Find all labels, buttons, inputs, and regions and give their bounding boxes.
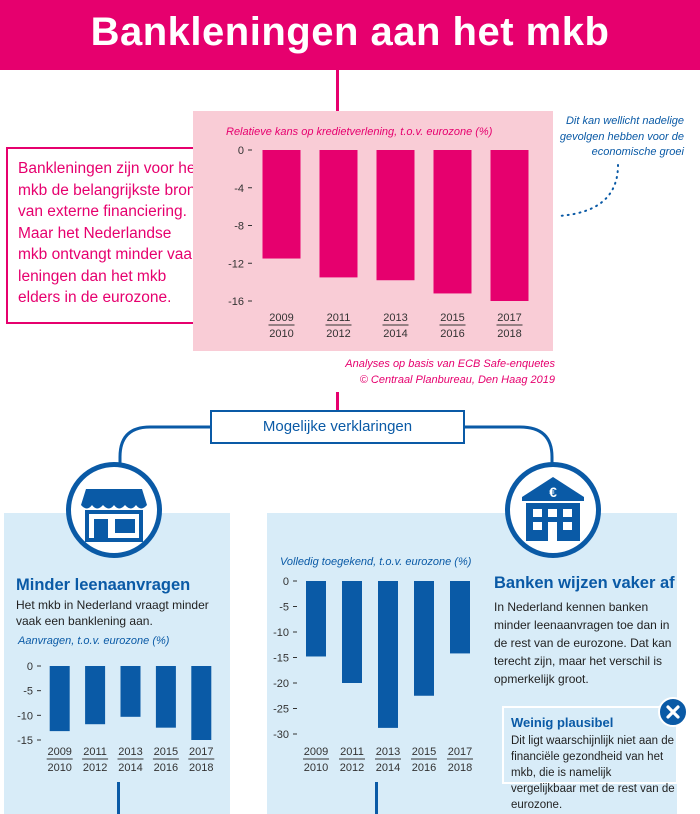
connector-line — [375, 782, 378, 814]
y-tick-label: -30 — [273, 729, 289, 741]
x-tick-label: 2010 — [269, 328, 293, 340]
x-tick-label: 2013 — [118, 746, 142, 758]
x-tick-label: 2017 — [189, 746, 213, 758]
x-tick-label: 2009 — [269, 312, 293, 324]
close-icon — [666, 705, 680, 719]
x-tick-label: 2011 — [340, 746, 364, 758]
x-tick-label: 2016 — [154, 762, 178, 774]
x-tick-label: 2018 — [497, 328, 521, 340]
right-chart: 0 -5 -10 -15 -20 -25 -30 2009 2010 2011 2012 2013 20… — [273, 576, 473, 774]
note-text: Dit ligt waarschijnlijk niet aan de fina… — [511, 735, 675, 811]
bar — [342, 581, 362, 683]
x-tick-label: 2018 — [189, 762, 213, 774]
shop-icon — [66, 462, 162, 558]
x-tick-label: 2017 — [448, 746, 472, 758]
y-tick-label: -10 — [17, 710, 33, 722]
bar — [490, 150, 529, 301]
y-tick-label: 0 — [27, 661, 33, 673]
x-tick-label: 2014 — [118, 762, 142, 774]
bar — [376, 150, 415, 281]
x-tick-label: 2015 — [412, 746, 436, 758]
bar — [433, 150, 472, 294]
right-text: In Nederland kennen banken minder leenaa… — [494, 600, 672, 686]
left-panel — [4, 513, 230, 814]
source-line-1: Analyses op basis van ECB Safe-enquetes — [345, 358, 555, 370]
intro-text: Bankleningen zijn voor het mkb de belang… — [18, 160, 200, 306]
close-button[interactable] — [658, 697, 688, 727]
title-bar — [0, 0, 700, 70]
y-tick-label: -5 — [23, 686, 33, 698]
y-tick-label: -15 — [17, 735, 33, 747]
bar — [191, 666, 212, 740]
source-note: Analyses op basis van ECB Safe-enquetes … — [300, 356, 555, 388]
bar — [85, 666, 106, 725]
top-chart: 0 -4 -8 -12 -16 2009 2010 2011 2012 2013 2014 2015 2… — [228, 145, 529, 340]
bar — [306, 581, 326, 657]
explanations-box: Mogelijke verklaringen — [210, 410, 465, 444]
left-chart-title: Aanvragen, t.o.v. eurozone (%) — [18, 635, 170, 647]
x-tick-label: 2011 — [327, 312, 351, 324]
y-tick-label: 0 — [283, 576, 289, 588]
bank-euro-icon: € — [505, 462, 601, 558]
y-tick-label: -12 — [228, 258, 244, 270]
x-tick-label: 2015 — [440, 312, 464, 324]
x-tick-label: 2010 — [304, 762, 328, 774]
note-box — [502, 706, 678, 784]
bar — [414, 581, 434, 696]
x-tick-label: 2012 — [83, 762, 107, 774]
source-line-2: © Centraal Planbureau, Den Haag 2019 — [359, 374, 555, 386]
bar — [120, 666, 141, 717]
x-tick-label: 2018 — [448, 762, 472, 774]
bar — [155, 666, 176, 728]
side-note: Dit kan wellicht nadelige gevolgen hebbe… — [559, 115, 684, 158]
svg-text:€: € — [549, 484, 557, 500]
x-tick-label: 2016 — [440, 328, 464, 340]
bar — [450, 581, 470, 654]
bar — [49, 666, 70, 732]
x-tick-label: 2013 — [376, 746, 400, 758]
left-chart: 0 -5 -10 -15 2009 2010 2011 2012 2013 2014 2015 201… — [17, 661, 215, 774]
x-tick-label: 2014 — [376, 762, 400, 774]
x-tick-label: 2010 — [47, 762, 71, 774]
x-tick-label: 2012 — [340, 762, 364, 774]
connector-line — [336, 70, 339, 112]
bar — [319, 150, 358, 278]
y-tick-label: -15 — [273, 653, 289, 665]
page-title: Bankleningen aan het mkb — [90, 10, 610, 54]
x-tick-label: 2013 — [383, 312, 407, 324]
x-tick-label: 2016 — [412, 762, 436, 774]
note-heading: Weinig plausibel — [511, 715, 614, 730]
intro-box: Bankleningen zijn voor het mkb de belang… — [6, 147, 216, 324]
y-tick-label: -20 — [273, 678, 289, 690]
left-text: Het mkb in Nederland vraagt minder vaak … — [16, 598, 209, 628]
right-heading: Banken wijzen vaker af — [494, 574, 675, 592]
x-tick-label: 2015 — [154, 746, 178, 758]
x-tick-label: 2009 — [304, 746, 328, 758]
x-tick-label: 2014 — [383, 328, 407, 340]
connector-curves — [118, 425, 554, 470]
x-tick-label: 2011 — [83, 746, 107, 758]
x-tick-label: 2017 — [497, 312, 521, 324]
y-tick-label: -10 — [273, 627, 289, 639]
y-tick-label: -16 — [228, 296, 244, 308]
top-chart-title: Relatieve kans op kredietverlening, t.o.… — [226, 126, 493, 138]
connector-line — [336, 392, 339, 411]
bar — [262, 150, 301, 259]
bar — [378, 581, 398, 728]
right-chart-title: Volledig toegekend, t.o.v. eurozone (%) — [280, 556, 472, 568]
x-tick-label: 2012 — [326, 328, 350, 340]
y-tick-label: -25 — [273, 704, 289, 716]
y-tick-label: 0 — [238, 145, 244, 157]
dotted-pointer — [557, 164, 619, 217]
y-tick-label: -8 — [234, 221, 244, 233]
left-heading: Minder leenaanvragen — [16, 576, 191, 594]
x-tick-label: 2009 — [47, 746, 71, 758]
connector-line — [117, 782, 120, 814]
y-tick-label: -5 — [279, 602, 289, 614]
y-tick-label: -4 — [234, 183, 244, 195]
